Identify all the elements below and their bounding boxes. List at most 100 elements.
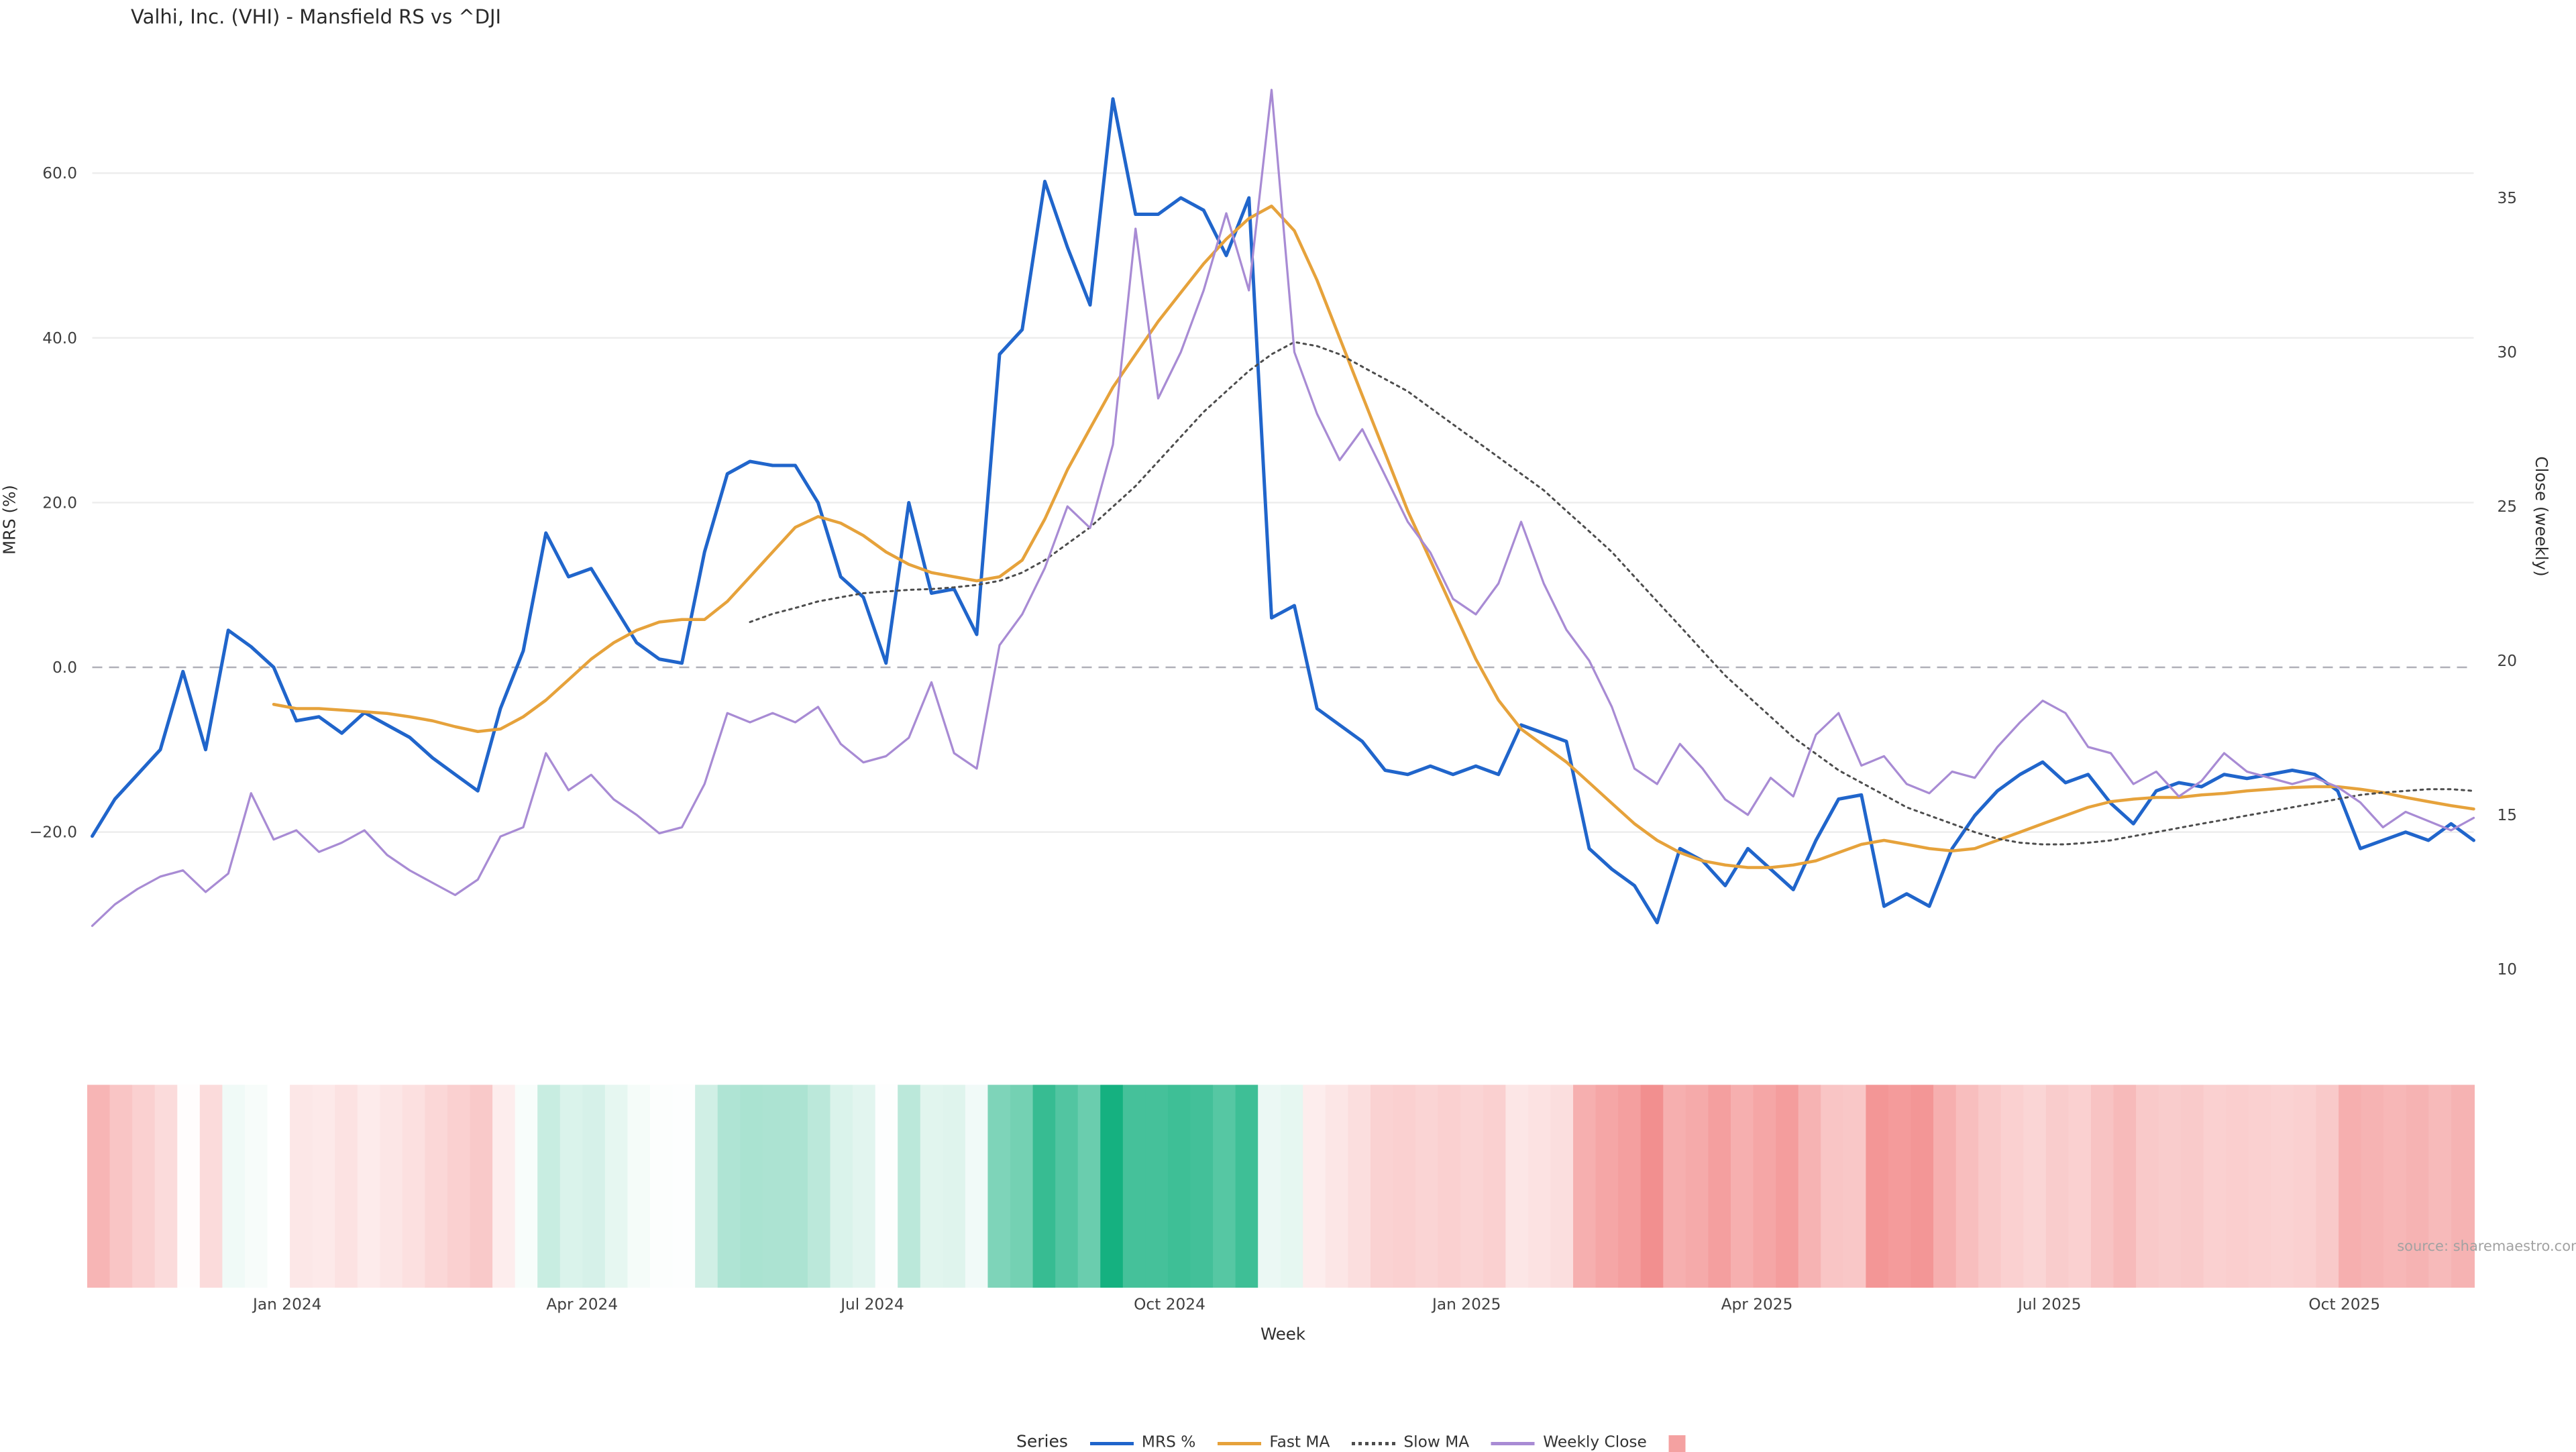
heatmap-cell bbox=[718, 1085, 741, 1288]
heatmap-cell bbox=[222, 1085, 246, 1288]
heatmap-cell bbox=[987, 1085, 1011, 1288]
right-axis-tick-label: 10 bbox=[2498, 960, 2518, 979]
left-axis-tick-label: −20.0 bbox=[30, 824, 77, 842]
x-axis-tick-label: Oct 2024 bbox=[1134, 1296, 1205, 1314]
heatmap-cell bbox=[1641, 1085, 1664, 1288]
right-axis-title: Close (weekly) bbox=[2532, 456, 2551, 576]
heatmap-cell bbox=[87, 1085, 111, 1288]
legend-line-sample bbox=[1491, 1441, 1535, 1445]
heatmap-cell bbox=[1010, 1085, 1034, 1288]
heatmap-cell bbox=[808, 1085, 831, 1288]
legend-line-sample bbox=[1218, 1441, 1261, 1445]
right-axis-tick-label: 25 bbox=[2498, 498, 2518, 516]
legend-item-fast-ma[interactable]: Fast MA bbox=[1218, 1434, 1330, 1452]
x-axis-tick-label: Apr 2024 bbox=[546, 1296, 618, 1314]
heatmap-cell bbox=[1956, 1085, 1980, 1288]
heatmap-cell bbox=[875, 1085, 899, 1288]
heatmap-cell bbox=[2271, 1085, 2294, 1288]
heatmap-cell bbox=[132, 1085, 156, 1288]
heatmap-cell bbox=[1460, 1085, 1484, 1288]
heatmap-cell bbox=[1731, 1085, 1754, 1288]
heatmap-cell bbox=[1483, 1085, 1507, 1288]
heatmap-cell bbox=[1911, 1085, 1934, 1288]
heatmap-cell bbox=[2226, 1085, 2249, 1288]
heatmap-cell bbox=[2068, 1085, 2092, 1288]
heatmap-cell bbox=[582, 1085, 606, 1288]
heatmap-cell bbox=[2136, 1085, 2159, 1288]
heatmap-cell bbox=[2451, 1085, 2475, 1288]
heatmap-cell bbox=[853, 1085, 876, 1288]
heatmap-cell bbox=[245, 1085, 268, 1288]
x-axis-tick-label: Jan 2024 bbox=[252, 1296, 321, 1314]
heatmap-cell bbox=[1799, 1085, 1822, 1288]
heatmap-cell bbox=[627, 1085, 651, 1288]
heatmap-cell bbox=[402, 1085, 426, 1288]
slow-ma-line bbox=[750, 342, 2474, 844]
heatmap-cell bbox=[2181, 1085, 2204, 1288]
left-axis-title: MRS (%) bbox=[0, 485, 19, 555]
right-axis-tick-label: 35 bbox=[2498, 189, 2518, 207]
legend-item-weekly-close[interactable]: Weekly Close bbox=[1491, 1434, 1647, 1452]
heatmap-cell bbox=[537, 1085, 561, 1288]
legend-item-slow-ma[interactable]: Slow MA bbox=[1352, 1434, 1469, 1452]
heatmap-cell bbox=[2294, 1085, 2317, 1288]
heatmap-cell bbox=[1596, 1085, 1619, 1288]
right-axis-tick-label: 20 bbox=[2498, 652, 2518, 670]
heatmap-cell bbox=[470, 1085, 494, 1288]
heatmap-cell bbox=[447, 1085, 471, 1288]
heatmap-cell bbox=[1078, 1085, 1102, 1288]
heatmap-cell bbox=[560, 1085, 584, 1288]
legend-item-mrs[interactable]: MRS % bbox=[1089, 1434, 1195, 1452]
heatmap-cell bbox=[830, 1085, 854, 1288]
heatmap-cell bbox=[2114, 1085, 2137, 1288]
heatmap-cell bbox=[1393, 1085, 1417, 1288]
heatmap-cell bbox=[1686, 1085, 1709, 1288]
heatmap-cell bbox=[1281, 1085, 1304, 1288]
heatmap-cell bbox=[1505, 1085, 1529, 1288]
heatmap-cell bbox=[695, 1085, 718, 1288]
heatmap-cell bbox=[425, 1085, 448, 1288]
legend-line-sample bbox=[1089, 1441, 1133, 1445]
heatmap-cell bbox=[2091, 1085, 2114, 1288]
heatmap-cell bbox=[1933, 1085, 1957, 1288]
heatmap-cell bbox=[763, 1085, 786, 1288]
heatmap-cell bbox=[2204, 1085, 2227, 1288]
left-axis-tick-label: 0.0 bbox=[52, 659, 77, 677]
legend-line-sample bbox=[1352, 1441, 1395, 1445]
legend-item-heatmap[interactable] bbox=[1668, 1435, 1694, 1451]
legend-label: MRS % bbox=[1142, 1434, 1195, 1452]
heatmap-cell bbox=[1573, 1085, 1597, 1288]
heatmap-cell bbox=[177, 1085, 201, 1288]
heatmap-cell bbox=[1236, 1085, 1259, 1288]
heatmap-cell bbox=[268, 1085, 291, 1288]
heatmap-cell bbox=[2001, 1085, 2025, 1288]
heatmap-cell bbox=[2159, 1085, 2182, 1288]
heatmap-cell bbox=[1550, 1085, 1574, 1288]
legend-label: Fast MA bbox=[1269, 1434, 1330, 1452]
heatmap-cell bbox=[650, 1085, 674, 1288]
heatmap-cell bbox=[2406, 1085, 2430, 1288]
left-axis-tick-label: 60.0 bbox=[42, 164, 77, 182]
heatmap-cell bbox=[1415, 1085, 1439, 1288]
x-axis-title: Week bbox=[1260, 1325, 1306, 1344]
heatmap-cell bbox=[358, 1085, 381, 1288]
heatmap-cell bbox=[515, 1085, 539, 1288]
heatmap-cell bbox=[1754, 1085, 1777, 1288]
heatmap-cell bbox=[1055, 1085, 1079, 1288]
heatmap-cell bbox=[1348, 1085, 1371, 1288]
heatmap-cell bbox=[1866, 1085, 1889, 1288]
heatmap-cell bbox=[673, 1085, 696, 1288]
heatmap-cell bbox=[1888, 1085, 1912, 1288]
heatmap-cell bbox=[740, 1085, 763, 1288]
heatmap-cell bbox=[110, 1085, 133, 1288]
right-axis-tick-label: 30 bbox=[2498, 343, 2518, 361]
x-axis-tick-label: Oct 2025 bbox=[2308, 1296, 2380, 1314]
heatmap-cell bbox=[605, 1085, 629, 1288]
heatmap-cell bbox=[1663, 1085, 1686, 1288]
heatmap-cell bbox=[1033, 1085, 1057, 1288]
heatmap-cell bbox=[1843, 1085, 1867, 1288]
heatmap-cell bbox=[1258, 1085, 1281, 1288]
x-axis-tick-label: Jan 2025 bbox=[1431, 1296, 1501, 1314]
